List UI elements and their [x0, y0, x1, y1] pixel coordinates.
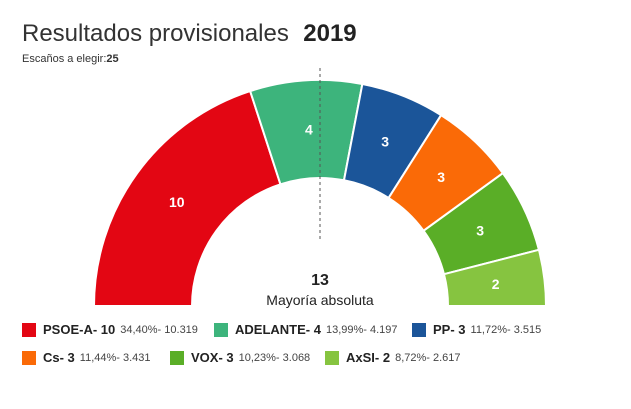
seat-label-adelante: 4: [305, 121, 313, 137]
title-year: 2019: [303, 20, 357, 47]
legend-swatch: [412, 322, 426, 337]
seats-label: Escaños a elegir:: [22, 53, 107, 65]
legend-swatch: [170, 350, 184, 365]
legend-swatch: [214, 322, 228, 337]
legend-item-axsi: AxSI- 2 8,72%- 2.617: [325, 350, 461, 365]
seat-label-axsi: 2: [492, 276, 500, 292]
legend-stats: 34,40%- 10.319: [120, 323, 198, 336]
title-text: Resultados provisionales: [22, 20, 289, 47]
legend-label: PSOE-A- 10: [43, 322, 116, 337]
seat-label-cs: 3: [437, 169, 445, 185]
legend-item-cs: Cs- 3 11,44%- 3.431: [22, 350, 151, 365]
legend-stats: 8,72%- 2.617: [395, 351, 461, 364]
legend-label: AxSI- 2: [346, 350, 391, 365]
legend-label: ADELANTE- 4: [235, 322, 321, 337]
seats-to-elect: Escaños a elegir:25: [22, 53, 119, 65]
segment-psoe-a: [92, 89, 282, 307]
seat-label-vox: 3: [476, 223, 484, 239]
legend-stats: 11,44%- 3.431: [79, 351, 151, 364]
legend-item-pp: PP- 3 11,72%- 3.515: [412, 322, 541, 337]
chart-title: Resultados provisionales 2019: [22, 20, 357, 48]
legend-stats: 10,23%- 3.068: [238, 351, 311, 364]
legend-item-vox: VOX- 3 10,23%- 3.068: [170, 350, 310, 365]
majority-number: 13: [311, 272, 329, 289]
legend-label: PP- 3: [433, 322, 466, 337]
seat-label-psoe-a: 10: [169, 194, 185, 210]
segment-axsi: [442, 248, 548, 307]
hemicycle-segments: [92, 79, 548, 307]
legend-swatch: [325, 350, 339, 365]
seat-label-pp: 3: [381, 133, 389, 149]
legend-swatch: [22, 322, 36, 337]
legend-item-adelante: ADELANTE- 4 13,99%- 4.197: [214, 322, 398, 337]
legend-label: Cs- 3: [43, 350, 75, 365]
legend-swatch: [22, 350, 36, 365]
legend-label: VOX- 3: [191, 350, 234, 365]
seats-total: 25: [106, 53, 119, 65]
legend-item-psoe-a: PSOE-A- 10 34,40%- 10.319: [22, 322, 198, 337]
legend-stats: 11,72%- 3.515: [470, 323, 542, 336]
majority-label: Mayoría absoluta: [266, 292, 374, 308]
legend-stats: 13,99%- 4.197: [325, 323, 398, 336]
